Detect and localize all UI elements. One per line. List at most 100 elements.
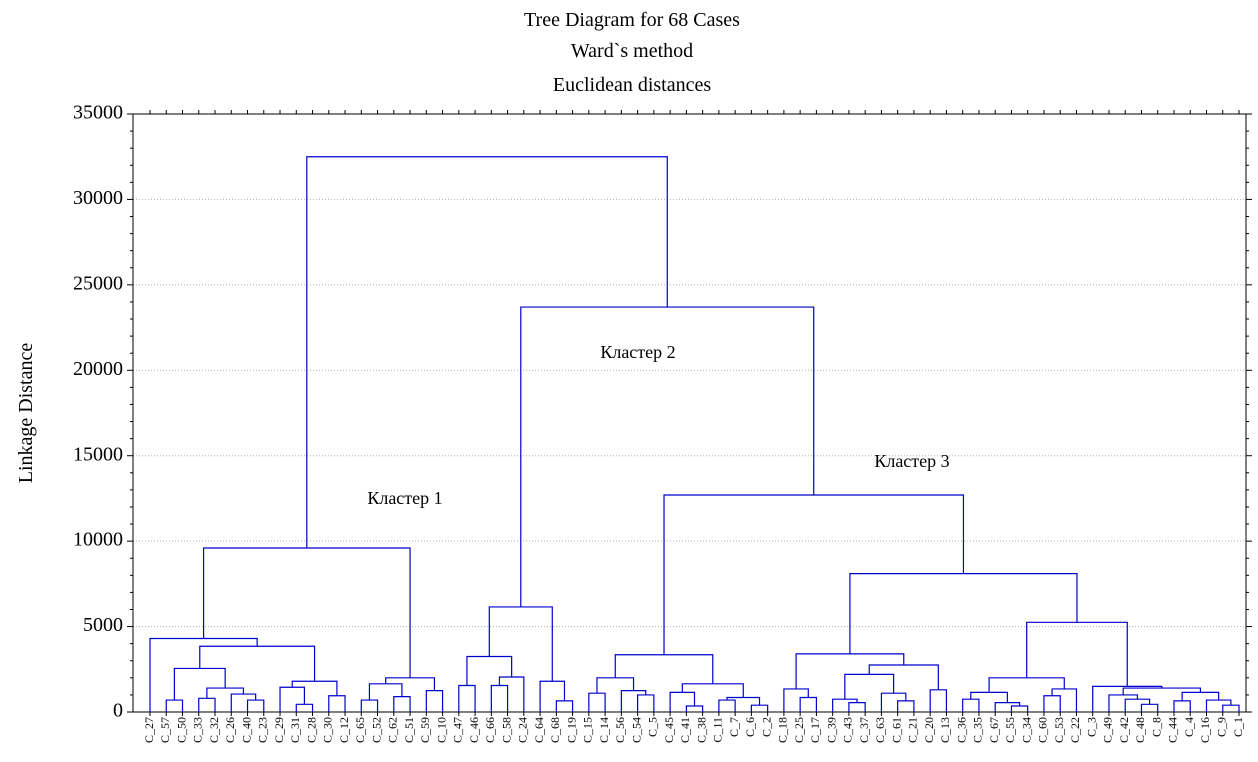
dendrogram-link (466, 655, 513, 686)
leaf-label: C_41 (678, 717, 692, 743)
dendrogram-link (498, 676, 525, 712)
dendrogram-link (555, 700, 574, 712)
leaf-label: C_55 (1003, 717, 1017, 743)
dendrogram-link (458, 684, 476, 712)
leaf-label: C_57 (158, 717, 172, 743)
leaf-label: C_53 (1052, 717, 1066, 743)
dendrogram-link (750, 704, 769, 712)
dendrogram-link (799, 696, 818, 712)
leaf-label: C_27 (142, 717, 156, 743)
annotation: Кластер 2 (600, 342, 675, 362)
leaf-label: C_35 (971, 717, 985, 743)
leaf-label: C_22 (1068, 717, 1082, 743)
leaf-label: C_39 (824, 717, 838, 743)
dendrogram-link (520, 306, 815, 607)
leaf-label: C_48 (1133, 717, 1147, 743)
dendrogram-link (994, 702, 1021, 712)
dendrogram-link (596, 677, 635, 694)
leaf-label: C_25 (792, 717, 806, 743)
dendrogram-link (880, 692, 907, 712)
dendrogram-link (848, 702, 866, 712)
dendrogram-link (173, 667, 226, 701)
leaf-label: C_49 (1101, 717, 1115, 743)
leaf-label: C_17 (808, 717, 822, 743)
leaf-label: C_1 (1231, 717, 1245, 737)
dendrogram-link (202, 547, 411, 678)
dendrogram-link (199, 645, 316, 682)
dendrogram-link (897, 700, 915, 712)
plot-frame (132, 113, 1247, 713)
dendrogram-link (539, 680, 566, 712)
dendrogram-link (1043, 695, 1061, 712)
y-tick-label: 35000 (73, 102, 123, 124)
dendrogram-link (1108, 694, 1139, 712)
leaf-label: C_60 (1036, 717, 1050, 743)
dendrogram-link (165, 699, 184, 712)
dendrogram-link (490, 684, 509, 712)
leaf-label: C_47 (451, 717, 465, 743)
dendrogram-link (726, 696, 761, 706)
leaf-label: C_43 (841, 717, 855, 743)
y-tick-label: 25000 (73, 272, 123, 294)
leaf-label: C_40 (239, 717, 253, 743)
leaf-label: C_5 (646, 717, 660, 737)
y-tick-label: 10000 (73, 529, 123, 551)
leaf-label: C_4 (1182, 717, 1196, 737)
leaf-label: C_42 (1117, 717, 1131, 743)
dendrogram-link (425, 690, 444, 712)
leaf-label: C_21 (906, 717, 920, 743)
y-tick-label: 0 (113, 700, 123, 722)
leaf-label: C_3 (1084, 717, 1098, 737)
leaf-label: C_10 (434, 717, 448, 743)
leaf-label: C_66 (483, 717, 497, 743)
leaf-label: C_51 (402, 717, 416, 743)
leaf-label: C_58 (499, 717, 513, 743)
leaf-label: C_54 (629, 717, 643, 743)
leaf-label: C_15 (581, 717, 595, 743)
leaf-label: C_18 (776, 717, 790, 743)
dendrogram-link (246, 699, 265, 712)
leaf-label: C_6 (743, 717, 757, 737)
dendrogram-link (1051, 688, 1078, 712)
dendrogram-link (795, 653, 905, 689)
leaf-label: C_64 (532, 717, 546, 743)
y-tick-label: 20000 (73, 358, 123, 380)
leaf-label: C_56 (613, 717, 627, 743)
dendrogram-link (385, 677, 436, 691)
leaf-label: C_44 (1166, 717, 1180, 743)
dendrogram-link (783, 688, 809, 712)
y-axis-label: Linkage Distance (15, 343, 37, 484)
dendrogram-link (844, 673, 895, 700)
dendrogram-link (868, 664, 939, 690)
leaf-label: C_46 (467, 717, 481, 743)
dendrogram-link (360, 699, 379, 712)
leaf-label: C_26 (223, 717, 237, 743)
dendrogram-link (620, 690, 647, 712)
dendrogram-link (614, 654, 714, 684)
dendrogram-link (962, 698, 980, 712)
dendrogram-link (669, 691, 696, 712)
leaf-label: C_29 (272, 717, 286, 743)
leaf-label: C_9 (1214, 717, 1228, 737)
dendrogram-link (393, 696, 411, 712)
leaf-label: C_36 (954, 717, 968, 743)
leaf-label: C_24 (516, 717, 530, 743)
leaf-label: C_32 (207, 717, 221, 743)
dendrogram-link (230, 693, 257, 712)
dendrogram-link (681, 683, 744, 698)
dendrogram-link (1122, 687, 1201, 695)
y-tick-label: 30000 (73, 187, 123, 209)
dendrogram-link (637, 694, 655, 712)
dendrogram-link (1205, 699, 1232, 712)
leaf-label: C_19 (564, 717, 578, 743)
dendrogram-link (588, 692, 606, 712)
dendrogram-link (1222, 704, 1240, 712)
leaf-label: C_33 (191, 717, 205, 743)
chart-title: Tree Diagram for 68 Cases (524, 9, 740, 31)
leaf-label: C_8 (1149, 717, 1163, 737)
dendrogram-link (685, 705, 704, 712)
dendrogram-link (988, 677, 1065, 693)
leaf-label: C_34 (1019, 717, 1033, 743)
leaf-label: C_20 (922, 717, 936, 743)
